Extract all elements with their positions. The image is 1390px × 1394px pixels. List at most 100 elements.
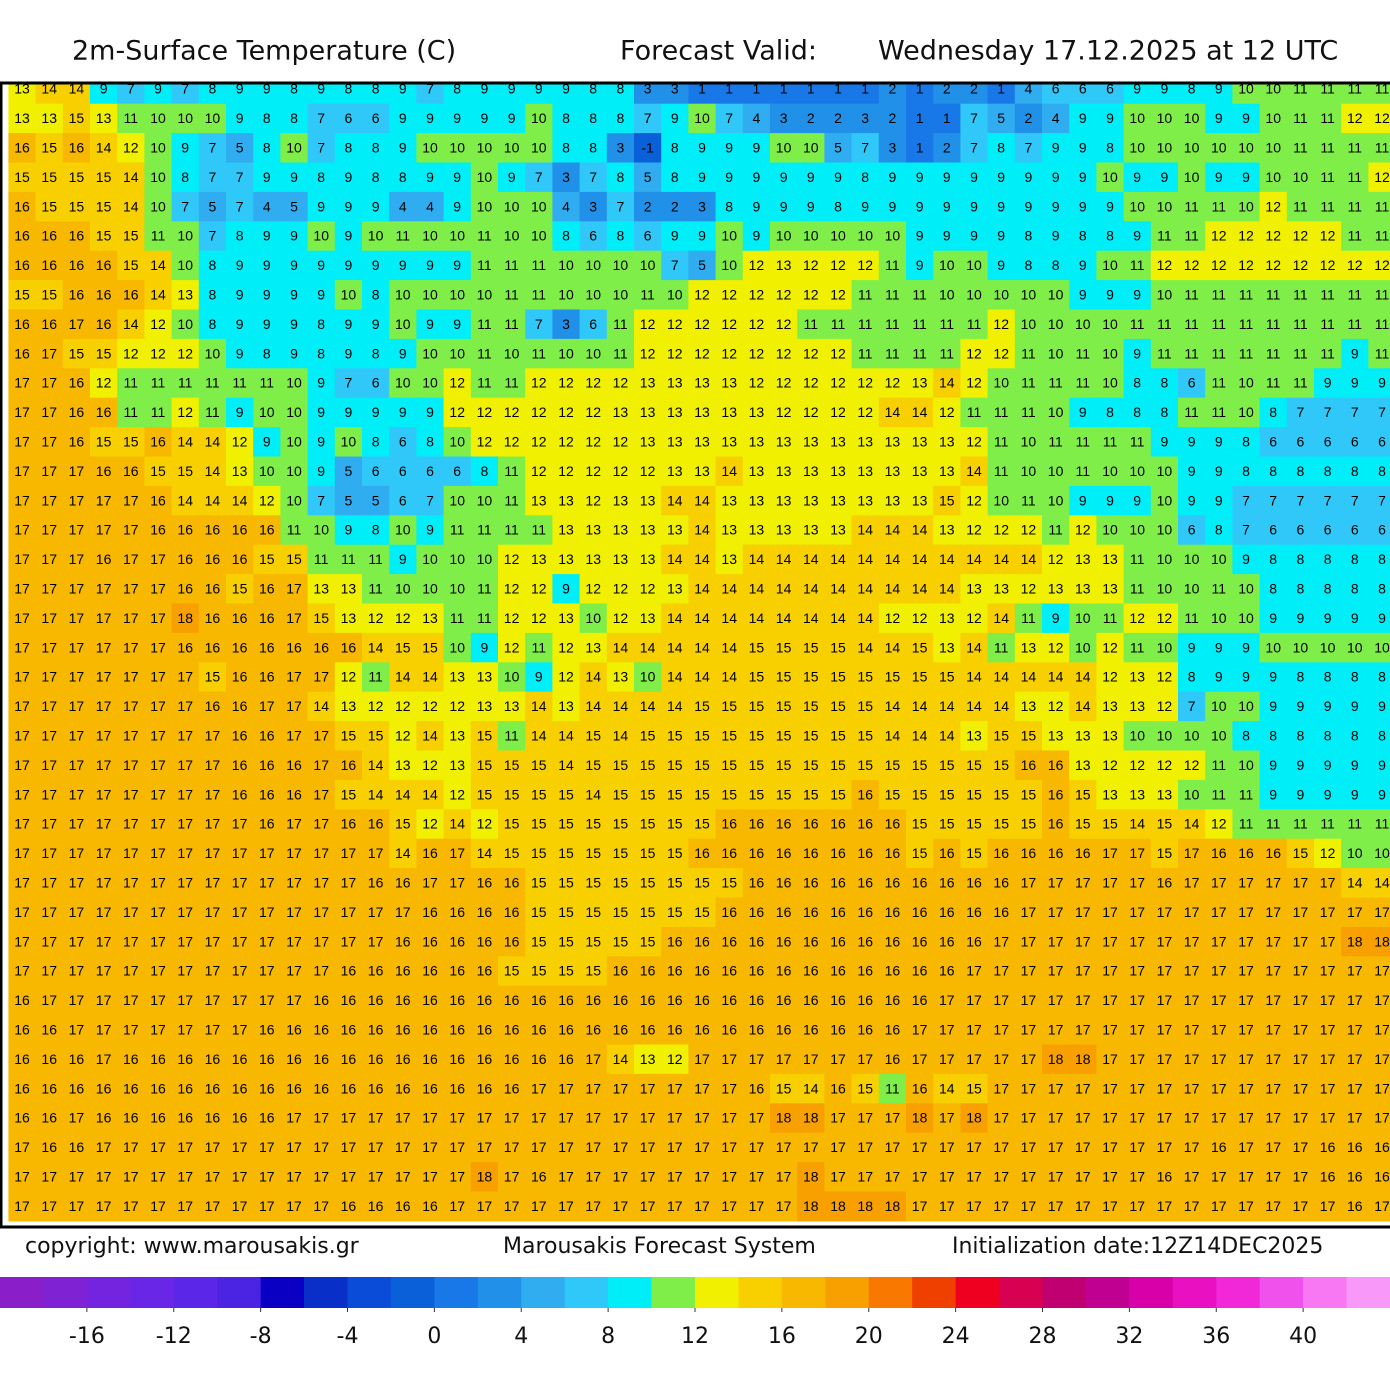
temperature-value: 15 [830, 698, 846, 714]
temperature-value: 17 [667, 1198, 683, 1214]
temperature-value: 17 [993, 1080, 1009, 1096]
temperature-cell [742, 485, 771, 516]
temperature-value: 18 [1075, 1051, 1091, 1067]
temperature-value: 8 [1025, 228, 1033, 244]
temperature-value: 17 [14, 581, 30, 597]
temperature-value: 11 [1348, 228, 1363, 244]
temperature-value: 16 [368, 1198, 384, 1214]
temperature-cell [1123, 309, 1152, 340]
temperature-cell [579, 280, 608, 311]
temperature-cell [525, 397, 553, 428]
temperature-value: 6 [1351, 522, 1359, 538]
temperature-value: 15 [14, 169, 30, 185]
temperature-value: 10 [585, 610, 601, 626]
temperature-value: 13 [613, 404, 629, 420]
temperature-value: 9 [236, 345, 244, 361]
temperature-cell [1259, 250, 1288, 281]
temperature-cell [498, 162, 526, 193]
temperature-value: 16 [667, 992, 683, 1008]
temperature-value: 12 [1265, 257, 1281, 273]
temperature-cell [987, 221, 1016, 252]
temperature-value: 12 [776, 404, 792, 420]
temperature-value: 6 [372, 110, 380, 126]
temperature-value: 17 [14, 963, 30, 979]
temperature-cell [661, 485, 689, 516]
temperature-value: 9 [1269, 610, 1277, 626]
temperature-value: 10 [504, 345, 520, 361]
temperature-value: 9 [263, 169, 271, 185]
temperature-cell [1150, 338, 1179, 369]
temperature-cell [1314, 162, 1342, 193]
temperature-cell [797, 397, 825, 428]
temperature-cell [906, 427, 934, 458]
temperature-value: 17 [1102, 1110, 1118, 1126]
temperature-cell [416, 309, 445, 340]
temperature-cell [416, 397, 445, 428]
temperature-value: 15 [667, 786, 683, 802]
temperature-value: 17 [150, 1139, 166, 1155]
temperature-value: 14 [749, 551, 765, 567]
temperature-value: 15 [41, 169, 57, 185]
temperature-value: 17 [477, 1110, 493, 1126]
temperature-value: 17 [885, 1139, 901, 1155]
temperature-value: 15 [830, 757, 846, 773]
temperature-cell [1014, 280, 1043, 311]
temperature-value: 17 [14, 522, 30, 538]
temperature-value: 13 [667, 463, 683, 479]
temperature-cell [62, 162, 91, 193]
temperature-cell [198, 250, 227, 281]
temperature-value: 16 [1048, 757, 1064, 773]
temperature-cell [1123, 368, 1152, 399]
temperature-cell [334, 309, 363, 340]
temperature-value: 17 [150, 1198, 166, 1214]
temperature-value: 8 [725, 198, 733, 214]
temperature-value: 17 [313, 786, 329, 802]
temperature-cell [280, 485, 309, 516]
temperature-value: 17 [1102, 933, 1118, 949]
temperature-cell [280, 368, 309, 399]
temperature-cell [307, 338, 336, 369]
temperature-cell [797, 544, 825, 575]
temperature-value: 7 [1378, 492, 1386, 508]
temperature-value: 17 [205, 963, 221, 979]
temperature-value: 8 [1324, 669, 1332, 685]
temperature-cell [634, 397, 662, 428]
temperature-value: 11 [1375, 198, 1390, 214]
temperature-value: 13 [749, 463, 765, 479]
temperature-value: 11 [1184, 404, 1199, 420]
temperature-value: 17 [449, 1198, 465, 1214]
temperature-value: 13 [830, 492, 846, 508]
temperature-value: 13 [667, 434, 683, 450]
temperature-cell [1178, 338, 1206, 369]
temperature-value: 17 [1238, 933, 1254, 949]
temperature-cell [1314, 397, 1342, 428]
temperature-value: 12 [966, 610, 982, 626]
temperature-value: 12 [640, 581, 656, 597]
temperature-value: 12 [667, 345, 683, 361]
temperature-value: 17 [341, 1139, 357, 1155]
temperature-value: 16 [504, 875, 520, 891]
temperature-cell [606, 133, 635, 164]
temperature-cell [280, 515, 309, 546]
temperature-value: 11 [1212, 581, 1227, 597]
temperature-value: 8 [1106, 140, 1114, 156]
temperature-value: 13 [912, 463, 928, 479]
temperature-value: 17 [966, 992, 982, 1008]
temperature-value: 13 [667, 581, 683, 597]
temperature-value: 16 [613, 992, 629, 1008]
temperature-cell [470, 368, 499, 399]
temperature-value: 10 [1075, 610, 1091, 626]
temperature-value: 9 [453, 110, 461, 126]
temperature-value: 17 [1102, 1169, 1118, 1185]
temperature-cell [606, 338, 635, 369]
temperature-value: 17 [286, 1198, 302, 1214]
temperature-value: 16 [803, 992, 819, 1008]
temperature-value: 17 [205, 904, 221, 920]
temperature-value: 11 [1076, 463, 1091, 479]
temperature-cell [1205, 338, 1233, 369]
temperature-value: 9 [290, 345, 298, 361]
temperature-value: 11 [1320, 110, 1335, 126]
temperature-cell [606, 456, 635, 487]
temperature-value: 17 [912, 1139, 928, 1155]
valid-label: Forecast Valid: [620, 36, 817, 67]
